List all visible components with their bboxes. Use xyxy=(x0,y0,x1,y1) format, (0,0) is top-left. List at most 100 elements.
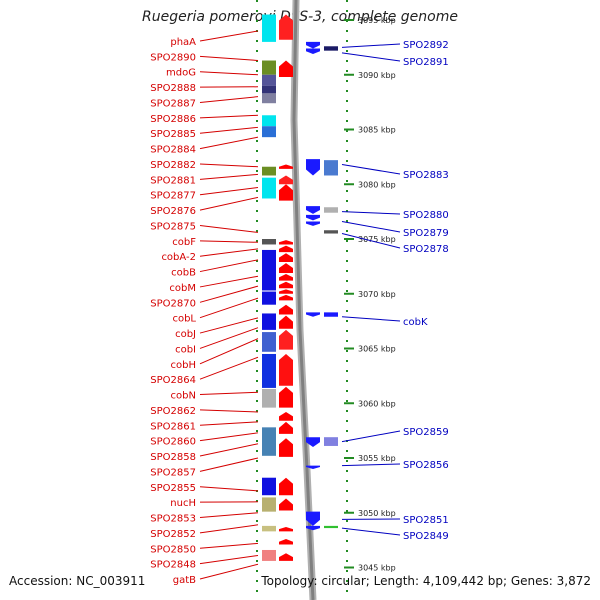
left-gene-label: gatB xyxy=(173,575,196,586)
left-gene-leader-line xyxy=(199,409,259,413)
left-gene-label: SPO2853 xyxy=(150,514,196,525)
forward-gene-arrow-8 xyxy=(279,263,293,273)
forward-gene-arrow-6 xyxy=(279,245,293,253)
left-gene-label: SPO2852 xyxy=(150,529,196,540)
left-gene-label: SPO2848 xyxy=(150,560,196,571)
scale-tick-label: 3060 kbp xyxy=(358,399,396,408)
outer-feature-block-3 xyxy=(324,230,338,234)
left-gene-leader-line xyxy=(199,275,259,288)
left-gene-label-layer: phaA SPO2890 mdoG SPO2888 SPO2887 SPO2886 SPO2… xyxy=(150,30,259,586)
left-gene-label: cobB xyxy=(171,268,196,279)
forward-gene-arrow-23 xyxy=(279,526,293,532)
scale-tick-label: 3055 kbp xyxy=(358,454,396,463)
left-gene-leader-line xyxy=(199,486,259,492)
right-gene-leader-line xyxy=(341,430,401,443)
left-gene-leader-line xyxy=(199,297,259,319)
right-gene-label: SPO2856 xyxy=(403,460,449,471)
outer-feature-block-1 xyxy=(324,160,338,176)
inner-feature-block-8 xyxy=(262,177,276,199)
left-gene-leader-line xyxy=(199,356,259,380)
inner-feature-block-13 xyxy=(262,332,276,352)
left-gene-leader-line xyxy=(199,173,259,180)
left-gene-leader-line xyxy=(199,512,259,519)
reverse-gene-arrow-8 xyxy=(306,465,320,469)
inner-feature-block-5 xyxy=(262,115,276,127)
left-gene-label: SPO2855 xyxy=(150,483,196,494)
inner-feature-block-19 xyxy=(262,525,276,532)
reverse-gene-arrow-2 xyxy=(306,159,320,176)
left-gene-leader-line xyxy=(199,391,259,396)
scale-tick-label: 3070 kbp xyxy=(358,290,396,299)
left-gene-label: mdoG xyxy=(166,68,196,79)
scale-tick-label: 3045 kbp xyxy=(358,564,396,573)
outer-feature-block-5 xyxy=(324,437,338,446)
forward-gene-arrow-7 xyxy=(279,253,293,262)
inner-block-layer xyxy=(262,14,276,561)
forward-gene-arrow-3 xyxy=(279,175,293,185)
right-gene-label-layer: SPO2892 SPO2891 SPO2883 SPO2880 SPO2879 SPO28… xyxy=(341,40,449,542)
left-gene-label: SPO2857 xyxy=(150,467,196,478)
forward-gene-arrow-22 xyxy=(279,498,293,511)
scale-tick-label: 3050 kbp xyxy=(358,509,396,518)
left-gene-leader-line xyxy=(199,554,259,565)
forward-gene-arrow-21 xyxy=(279,477,293,496)
outer-block-layer xyxy=(324,46,338,529)
reverse-gene-arrow-5 xyxy=(306,221,320,226)
left-gene-leader-line xyxy=(199,96,259,103)
left-gene-label: nucH xyxy=(170,498,196,509)
left-gene-label: cobL xyxy=(172,314,196,325)
inner-feature-block-11 xyxy=(262,291,276,305)
reverse-gene-arrow-9 xyxy=(306,511,320,526)
scale-tick-label: 3090 kbp xyxy=(358,71,396,80)
left-gene-leader-line xyxy=(199,457,259,472)
right-gene-leader-line xyxy=(341,164,401,175)
scale-tick-label: 3080 kbp xyxy=(358,180,396,189)
left-gene-label: cobA-2 xyxy=(161,252,196,263)
left-gene-label: SPO2890 xyxy=(150,52,196,63)
inner-feature-block-10 xyxy=(262,249,276,291)
left-gene-label: SPO2870 xyxy=(150,298,196,309)
left-gene-label: SPO2850 xyxy=(150,544,196,555)
forward-strand-layer xyxy=(279,14,293,561)
inner-feature-block-1 xyxy=(262,60,276,75)
right-gene-leader-line xyxy=(341,527,401,536)
forward-gene-arrow-9 xyxy=(279,274,293,281)
left-gene-label: cobJ xyxy=(175,329,196,340)
inner-feature-block-6 xyxy=(262,126,276,138)
left-gene-leader-line xyxy=(199,126,259,134)
inner-feature-block-0 xyxy=(262,14,276,42)
right-gene-leader-line xyxy=(341,220,401,233)
forward-gene-arrow-2 xyxy=(279,164,293,169)
right-gene-label: SPO2849 xyxy=(403,531,449,542)
forward-gene-arrow-19 xyxy=(279,421,293,434)
forward-gene-arrow-12 xyxy=(279,294,293,301)
scale-tick-label: 3095 kbp xyxy=(358,16,396,25)
left-gene-leader-line xyxy=(199,163,259,168)
right-gene-leader-line xyxy=(341,316,401,322)
scale-tick-label: 3085 kbp xyxy=(358,126,396,135)
inner-feature-block-4 xyxy=(262,93,276,104)
left-gene-leader-line xyxy=(199,55,259,62)
left-gene-label: SPO2860 xyxy=(150,437,196,448)
backbone-layer xyxy=(290,0,317,600)
right-gene-leader-line xyxy=(341,233,401,249)
reverse-strand-layer xyxy=(306,41,320,531)
inner-feature-block-7 xyxy=(262,166,276,176)
left-gene-label: SPO2885 xyxy=(150,129,196,140)
right-gene-label: SPO2880 xyxy=(403,210,449,221)
left-gene-label: SPO2875 xyxy=(150,221,196,232)
forward-gene-arrow-14 xyxy=(279,315,293,329)
left-gene-label: SPO2882 xyxy=(150,160,196,171)
left-gene-leader-line xyxy=(199,240,259,243)
left-gene-label: cobM xyxy=(169,283,196,294)
reverse-gene-arrow-10 xyxy=(306,525,320,531)
inner-feature-block-18 xyxy=(262,497,276,512)
forward-gene-arrow-13 xyxy=(279,304,293,315)
left-gene-label: cobI xyxy=(175,344,196,355)
forward-gene-arrow-4 xyxy=(279,184,293,201)
topology-label: Topology: circular; Length: 4,109,442 bp… xyxy=(261,574,591,588)
left-gene-label: SPO2888 xyxy=(150,83,196,94)
reverse-gene-arrow-4 xyxy=(306,214,320,221)
